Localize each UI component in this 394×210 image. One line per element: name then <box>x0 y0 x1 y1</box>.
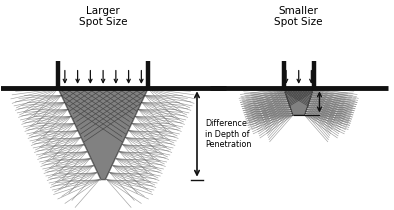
Text: Difference
in Depth of
Penetration: Difference in Depth of Penetration <box>205 119 251 149</box>
Text: Larger
Spot Size: Larger Spot Size <box>79 5 127 27</box>
Polygon shape <box>284 88 314 115</box>
Text: Smaller
Spot Size: Smaller Spot Size <box>275 5 323 27</box>
Polygon shape <box>58 88 148 180</box>
